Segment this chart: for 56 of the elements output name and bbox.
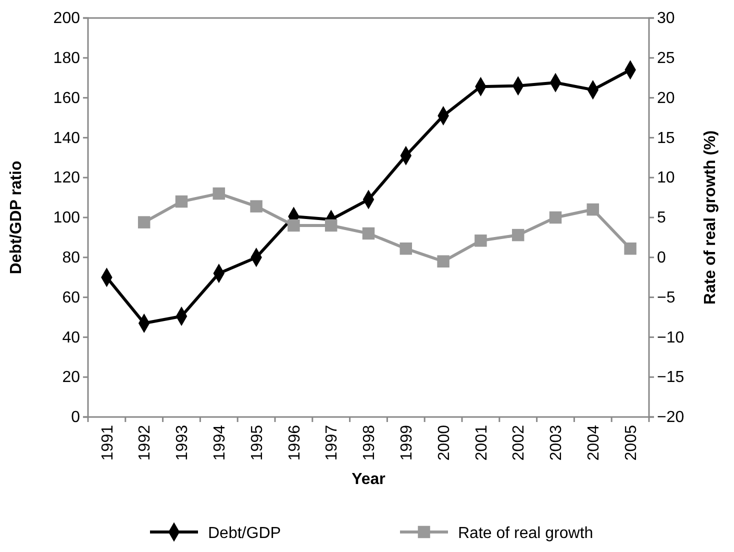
x-tick-label: 2003 bbox=[548, 424, 566, 461]
x-tick-label: 1998 bbox=[361, 424, 378, 461]
y2-tick-label: −20 bbox=[657, 409, 684, 426]
x-axis-title: Year bbox=[352, 471, 386, 488]
y-tick-label: 200 bbox=[53, 10, 80, 28]
point bbox=[400, 242, 412, 255]
y-tick-label: 100 bbox=[53, 210, 80, 227]
y2-tick-label: 30 bbox=[657, 10, 675, 28]
x-tick-label: 1997 bbox=[324, 424, 341, 461]
point bbox=[512, 228, 524, 242]
x-tick-label: 2001 bbox=[473, 424, 490, 461]
y-tick-label: 0 bbox=[71, 409, 80, 426]
y2-tick-label: 15 bbox=[657, 130, 675, 147]
y2-tick-label: 20 bbox=[657, 90, 675, 107]
y-tick-label: 80 bbox=[62, 250, 80, 267]
x-tick-label: 2002 bbox=[510, 424, 528, 461]
x-tick-label: 1993 bbox=[174, 424, 192, 461]
y2-tick-label: 0 bbox=[657, 250, 666, 267]
point bbox=[474, 234, 487, 247]
x-tick-label: 2005 bbox=[622, 424, 640, 461]
point bbox=[624, 242, 636, 255]
y-axis-title: Debt/GDP ratio bbox=[8, 160, 25, 274]
y2-tick-label: −5 bbox=[657, 289, 676, 306]
x-tick-label: 1996 bbox=[286, 424, 304, 461]
point bbox=[586, 203, 600, 216]
y-tick-label: 140 bbox=[53, 130, 80, 147]
y-tick-label: 160 bbox=[53, 90, 80, 107]
point bbox=[324, 219, 338, 232]
y2-tick-label: −15 bbox=[657, 369, 684, 386]
x-tick-label: 1992 bbox=[136, 424, 154, 461]
point bbox=[175, 195, 188, 208]
x-tick-label: 1994 bbox=[212, 424, 228, 461]
x-tick-label: 2004 bbox=[586, 424, 602, 461]
point bbox=[288, 219, 300, 232]
point bbox=[250, 200, 262, 212]
y2-tick-label: −10 bbox=[657, 329, 684, 346]
x-tick-label: 2000 bbox=[436, 424, 453, 461]
y2-axis-title: Rate of real growth (%) bbox=[702, 130, 719, 305]
y2-tick-label: 25 bbox=[657, 50, 675, 68]
y-tick-label: 60 bbox=[62, 289, 80, 306]
y2-tick-label: 10 bbox=[657, 170, 675, 187]
point bbox=[437, 255, 450, 268]
point bbox=[362, 227, 375, 240]
y-tick-label: 180 bbox=[53, 50, 80, 68]
legend-label: Rate of real growth bbox=[458, 525, 594, 542]
point bbox=[138, 216, 150, 228]
legend-label: Debt/GDP bbox=[208, 525, 281, 542]
point bbox=[549, 211, 562, 224]
x-tick-label: 1995 bbox=[248, 424, 266, 461]
point bbox=[212, 187, 226, 200]
y2-tick-label: 5 bbox=[657, 210, 666, 227]
y-tick-label: 20 bbox=[62, 369, 80, 386]
x-tick-label: 1991 bbox=[99, 424, 116, 461]
y-tick-label: 120 bbox=[53, 170, 80, 187]
x-tick-label: 1999 bbox=[398, 424, 416, 461]
y-tick-label: 40 bbox=[62, 329, 80, 346]
